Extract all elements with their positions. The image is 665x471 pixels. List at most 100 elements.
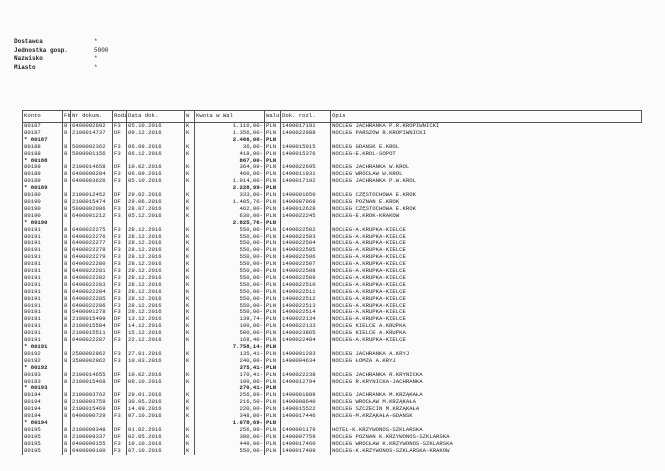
- cell: [62, 344, 71, 351]
- cell: PLN: [264, 185, 281, 193]
- cell: 7.758,14-: [194, 344, 265, 351]
- table-row: 80191 8 6400022286 F3 28.12.2016 K 550,00- PLN 1…: [22, 302, 642, 310]
- cell: 550,00-: [194, 447, 265, 455]
- cell: [184, 344, 195, 351]
- cell: PLN: [264, 192, 281, 199]
- cell: [184, 385, 195, 393]
- cell: 28.12.2016: [126, 261, 185, 269]
- table-row: 80191 8 6400022276 F3 28.12.2016 K 550,00- PLN 1…: [22, 233, 642, 241]
- cell: 364,99-: [194, 164, 265, 172]
- field-value: 5000: [94, 46, 109, 54]
- cell: 6400002602: [70, 122, 113, 130]
- cell: [280, 419, 331, 427]
- cell: 06.09.2016: [126, 171, 185, 179]
- cell: 80192: [22, 350, 63, 358]
- cell: 1400017191: [280, 122, 331, 130]
- table-row: 80187 8 6400002602 F3 05.10.2016 K 1.110,00- PL…: [22, 122, 642, 130]
- table-row: 80190 8 2100015474 DF 29.06.2016 K 1.405,76- PL…: [22, 198, 642, 206]
- cell: 2100015468: [70, 378, 113, 386]
- table-row: 80189 8 2100014658 DF 10.02.2016 K 364,99- PLN 1…: [22, 164, 642, 172]
- cell: 1400022988: [280, 129, 331, 137]
- cell: * 80192: [22, 364, 63, 372]
- cell: 8: [62, 198, 71, 206]
- cell: 2100014655: [70, 371, 113, 379]
- cell: [184, 364, 195, 372]
- table-row: * 80189 2.228,99- PLN: [22, 185, 642, 193]
- table-row: 80191 8 6400022279 F3 28.12.2016 K 550,00- PLN 1…: [22, 254, 642, 262]
- cell: DF: [112, 129, 127, 137]
- cell: [70, 344, 113, 351]
- field-value: *: [94, 63, 98, 71]
- cell: 1400017192: [280, 178, 331, 186]
- cell: 256,09-: [194, 392, 265, 400]
- cell: 1.078,69-: [194, 419, 265, 427]
- cell: [70, 219, 113, 227]
- table-row: 80192 8 3500002962 F3 10.03.2016 K 240,00- PLN 1…: [22, 357, 642, 365]
- cell: DF: [112, 426, 127, 434]
- header-field: Dostawca *: [14, 38, 108, 47]
- cell: 80191: [22, 261, 63, 269]
- cell: NOCLEG-A.KRUPKA-KIELCE: [330, 226, 642, 234]
- cell: [126, 364, 185, 372]
- cell: DF: [112, 406, 127, 414]
- cell: PLN: [264, 219, 281, 227]
- cell: K: [184, 143, 195, 151]
- cell: [126, 419, 185, 427]
- cell: 6400022285: [70, 295, 113, 303]
- cell: 6400022280: [70, 261, 113, 269]
- cell: 2100003759: [70, 399, 113, 407]
- cell: 6400022278: [70, 247, 113, 255]
- cell: 2100012452: [70, 192, 113, 199]
- cell: [184, 136, 195, 144]
- cell: PLN: [264, 274, 281, 282]
- cell: 07.10.2016: [126, 447, 185, 455]
- cell: PLN: [264, 295, 281, 303]
- cell: 80194: [22, 392, 63, 400]
- cell: 28.12.2016: [126, 268, 185, 275]
- cell: 1400022511: [280, 288, 331, 296]
- cell: 80189: [22, 178, 63, 186]
- cell: 550,00-: [194, 309, 265, 317]
- cell: K: [184, 233, 195, 241]
- cell: [112, 136, 127, 144]
- cell: 28.12.2016: [126, 309, 185, 317]
- cell: 8: [62, 399, 71, 407]
- cell: NOCLEG-E.KRÓL-SOPOT: [330, 150, 642, 158]
- cell: K: [184, 212, 195, 220]
- cell: PLN: [264, 337, 281, 344]
- cell: 240,00-: [194, 357, 265, 365]
- cell: 1400017446: [280, 413, 331, 420]
- cell: PLN: [264, 309, 281, 317]
- cell: 8: [62, 337, 71, 344]
- cell: 8: [62, 150, 71, 158]
- cell: 8: [62, 254, 71, 262]
- cell: K: [184, 281, 195, 289]
- cell: [112, 344, 127, 351]
- column-header: Konto: [22, 110, 63, 123]
- cell: 27.01.2016: [126, 350, 185, 358]
- cell: 8: [62, 371, 71, 379]
- cell: * 80191: [22, 344, 63, 351]
- cell: 1400022133: [280, 323, 331, 331]
- cell: 630,00-: [194, 212, 265, 220]
- cell: 80193: [22, 371, 63, 379]
- cell: 1400011931: [280, 171, 331, 179]
- cell: K: [184, 198, 195, 206]
- cell: 15.12.2016: [126, 330, 185, 338]
- cell: 2.825,76-: [194, 219, 265, 227]
- cell: K: [184, 226, 195, 234]
- cell: DF: [112, 192, 127, 199]
- column-header: Fk: [62, 110, 71, 123]
- cell: K: [184, 302, 195, 310]
- cell: F3: [112, 357, 127, 365]
- cell: 1.405,76-: [194, 198, 265, 206]
- table-row: * 80194 1.078,69- PLN: [22, 419, 642, 427]
- cell: PLN: [264, 143, 281, 151]
- cell: 80191: [22, 330, 63, 338]
- cell: DF: [112, 198, 127, 206]
- cell: NOCLEG JACHRANKA P.R.KROPIWNICKI: [330, 122, 642, 130]
- cell: F3: [112, 440, 127, 448]
- cell: 1.356,00-: [194, 129, 265, 137]
- cell: 1400017460: [280, 440, 331, 448]
- header-field: Miasto *: [14, 64, 108, 73]
